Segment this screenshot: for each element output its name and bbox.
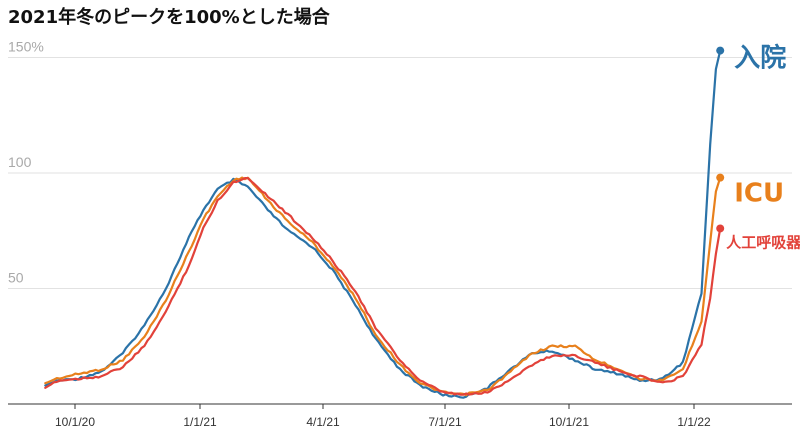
series-label: 人工呼吸器: [726, 233, 800, 251]
series-lines: [44, 46, 725, 399]
x-tick-label: 10/1/20: [55, 415, 95, 429]
x-tick-label: 1/1/21: [183, 415, 217, 429]
y-tick-label: 150%: [8, 39, 44, 55]
gridlines: [8, 57, 792, 289]
chart-title: 2021年冬のピークを100%とした場合: [8, 6, 331, 28]
series-label: ICU: [734, 179, 784, 209]
y-axis-ticks: 150% 100 50: [8, 39, 44, 286]
x-tick-label: 4/1/21: [306, 415, 340, 429]
series-end-marker: [716, 224, 725, 233]
x-axis: 10/1/20 1/1/21 4/1/21 7/1/21 10/1/21 1/1/22: [8, 403, 792, 429]
y-tick-label: 50: [8, 270, 24, 286]
x-tick-label: 7/1/21: [428, 415, 462, 429]
series-end-marker: [716, 173, 725, 182]
series-end-marker: [716, 46, 725, 55]
y-tick-label: 100: [8, 154, 32, 170]
series-label: 入院: [734, 43, 786, 74]
series-line-2: [44, 177, 722, 396]
x-tick-label: 1/1/22: [677, 415, 711, 429]
series-labels: 入院 ICU 人工呼吸器: [726, 43, 800, 252]
series-line-1: [44, 176, 722, 397]
x-tick-label: 10/1/21: [549, 415, 589, 429]
series-line-0: [44, 49, 722, 399]
